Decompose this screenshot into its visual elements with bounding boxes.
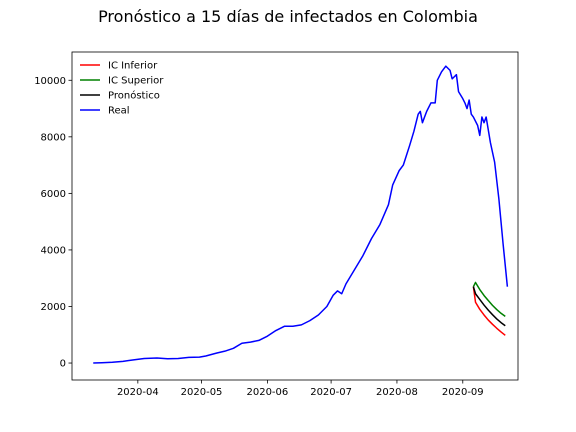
legend-label-2: Pronóstico	[108, 90, 160, 102]
y-tick-label: 10000	[34, 76, 66, 87]
y-tick-label: 8000	[41, 132, 66, 143]
legend-label-1: IC Superior	[108, 76, 164, 87]
y-tick-label: 6000	[41, 189, 66, 200]
x-tick-label: 2020-09	[442, 387, 484, 398]
legend-label-0: IC Inferior	[108, 61, 158, 72]
x-tick-label: 2020-07	[310, 387, 352, 398]
y-tick-label: 0	[60, 359, 66, 370]
plot-area	[71, 51, 519, 381]
legend-label-3: Real	[108, 106, 130, 117]
series-line-2	[472, 286, 506, 327]
x-tick-label: 2020-05	[181, 387, 223, 398]
y-tick-label: 2000	[41, 302, 66, 313]
x-tick-label: 2020-06	[246, 387, 288, 398]
y-tick-label: 4000	[41, 245, 66, 256]
plot-frame	[71, 51, 519, 381]
chart-title: Pronóstico a 15 días de infectados en Co…	[98, 7, 478, 26]
series-line-0	[472, 286, 506, 336]
axes: 2020-04 2020-05 2020-06 2020-07 2020-08 2020-…	[34, 76, 483, 398]
x-tick-label: 2020-04	[117, 387, 159, 398]
series-line-3	[93, 65, 509, 364]
x-tick-label: 2020-08	[376, 387, 418, 398]
legend: IC Inferior IC Superior Pronóstico Real	[80, 61, 164, 117]
series-line-1	[472, 281, 506, 317]
